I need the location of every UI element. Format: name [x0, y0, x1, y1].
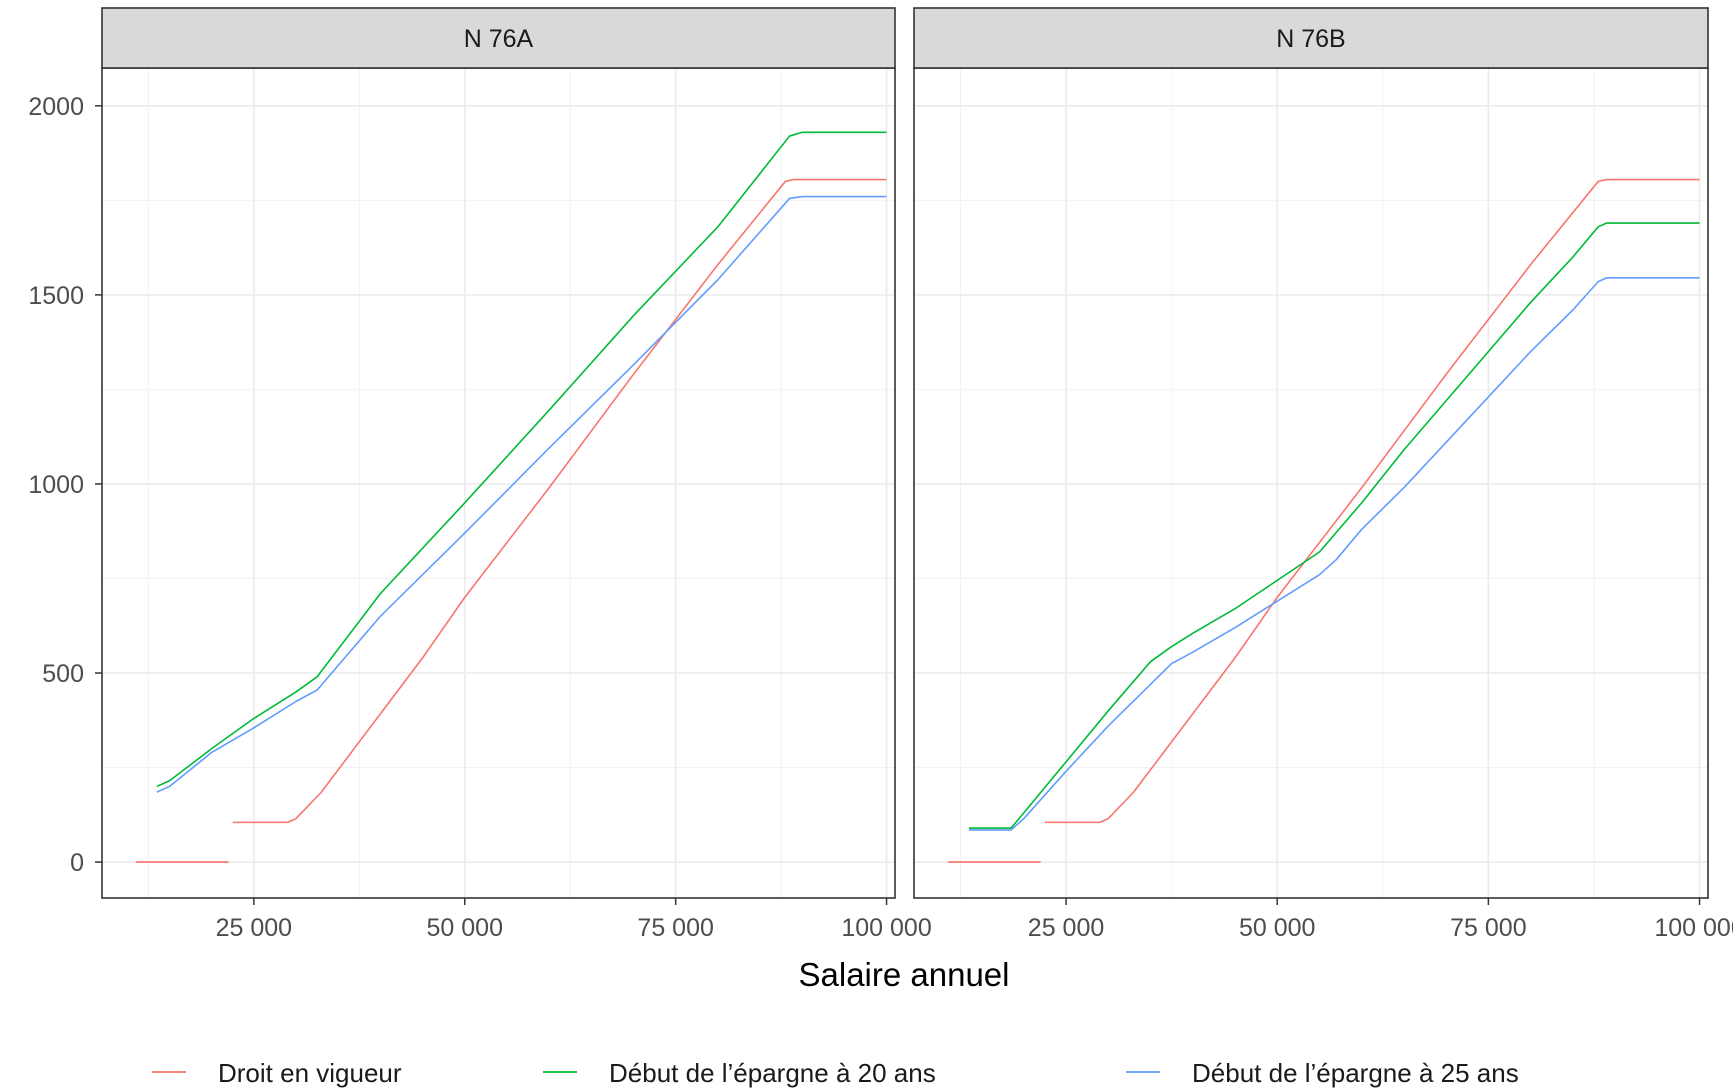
- legend: Droit en vigueur Début de l’épargne à 20 …: [152, 1058, 1519, 1088]
- x-tick-label: 50 000: [1239, 914, 1315, 942]
- x-tick-label: 75 000: [1450, 914, 1526, 942]
- x-tick-label: 50 000: [427, 914, 503, 942]
- y-tick-label: 0: [70, 849, 84, 877]
- series-line-segment: [156, 131, 887, 788]
- series-line-segment: [156, 195, 887, 793]
- series-line: [947, 178, 1700, 863]
- facet-strip: [101, 7, 896, 69]
- x-tick-label: 75 000: [637, 914, 713, 942]
- grid: [102, 68, 895, 898]
- y-tick-label: 1000: [28, 471, 84, 499]
- facet-strip-label: N 76A: [464, 25, 534, 53]
- series-line-segment: [232, 178, 887, 824]
- panel-background: [914, 68, 1708, 898]
- series-line: [968, 277, 1700, 831]
- series-line-segment: [968, 222, 1700, 829]
- series-line: [156, 131, 887, 788]
- legend-label: Droit en vigueur: [218, 1058, 402, 1088]
- facet-strip: [913, 7, 1709, 69]
- x-tick-label: 25 000: [216, 914, 292, 942]
- x-tick-label: 100 000: [1654, 914, 1733, 942]
- legend-item: Début de l’épargne à 20 ans: [543, 1058, 936, 1088]
- series-line: [968, 222, 1700, 829]
- series-line: [135, 178, 887, 863]
- series-line-segment: [1044, 178, 1700, 824]
- series-line-segment: [968, 277, 1700, 831]
- legend-item: Début de l’épargne à 25 ans: [1126, 1058, 1519, 1088]
- y-axis-ticks: 0 500 1000 1500 2000: [28, 93, 102, 877]
- legend-label: Début de l’épargne à 20 ans: [609, 1058, 936, 1088]
- legend-item: Droit en vigueur: [152, 1058, 402, 1088]
- x-tick-label: 25 000: [1028, 914, 1104, 942]
- legend-label: Début de l’épargne à 25 ans: [1192, 1058, 1519, 1088]
- facet-strip-label: N 76B: [1276, 25, 1345, 53]
- panel-2: N 76B 25 000 50 000 75 000 100 000: [913, 7, 1733, 942]
- grid: [914, 68, 1708, 898]
- x-axis-label: Salaire annuel: [799, 956, 1010, 993]
- panels: N 76A 25 000 50 000 75 000 100 000 N 76B 25 00…: [101, 7, 1733, 942]
- series-line: [156, 195, 887, 793]
- panel-1: N 76A 25 000 50 000 75 000 100 000: [101, 7, 932, 942]
- panel-background: [102, 68, 895, 898]
- x-tick-label: 100 000: [841, 914, 931, 942]
- y-tick-label: 500: [42, 660, 84, 688]
- y-tick-label: 2000: [28, 93, 84, 121]
- y-tick-label: 1500: [28, 282, 84, 310]
